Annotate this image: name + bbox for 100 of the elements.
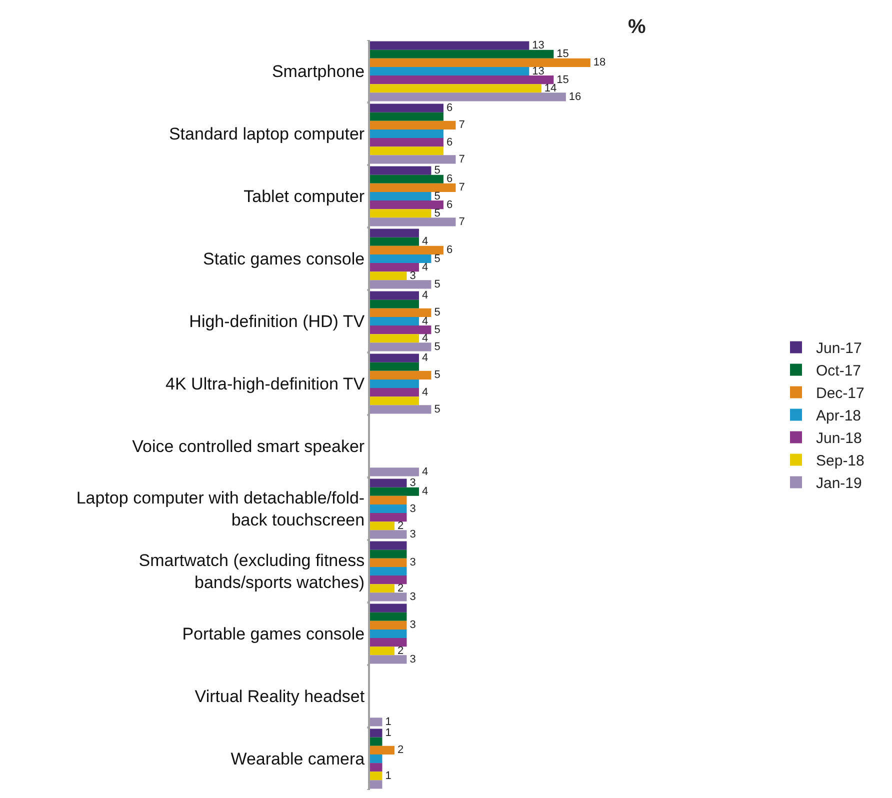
data-label: 16 <box>568 90 582 103</box>
bar <box>370 326 432 334</box>
bar <box>370 718 382 726</box>
bar <box>370 763 382 772</box>
data-label: 3 <box>410 502 416 515</box>
data-label: 4 <box>422 332 428 344</box>
bar <box>370 496 407 504</box>
bar <box>370 280 432 289</box>
bar <box>370 754 382 764</box>
bar <box>370 780 382 789</box>
y-tick-label: Virtual Reality headset <box>194 687 365 706</box>
bar <box>370 76 554 84</box>
bar <box>370 104 444 112</box>
y-tick-label: Laptop computer with detachable/fold- back touchscreen <box>76 488 365 530</box>
bar <box>370 468 419 476</box>
bar <box>370 84 542 93</box>
data-label: 6 <box>446 102 453 114</box>
data-label: 4 <box>422 315 428 328</box>
bar <box>370 566 407 576</box>
y-tick-label: Voice controlled smart speaker <box>132 437 365 456</box>
data-label: 7 <box>458 216 465 228</box>
data-label: 5 <box>434 190 440 202</box>
bar <box>370 237 419 246</box>
bar <box>370 228 419 238</box>
data-label: 1 <box>385 727 392 740</box>
data-label: 15 <box>556 74 569 86</box>
data-label: 14 <box>544 82 557 94</box>
data-label: 3 <box>410 528 416 540</box>
bar <box>370 522 394 530</box>
data-label: 6 <box>446 173 453 186</box>
bar <box>370 541 407 550</box>
data-label: 1 <box>385 770 392 782</box>
data-label: 6 <box>446 244 453 256</box>
bar <box>370 308 432 317</box>
data-label: 3 <box>410 477 416 490</box>
legend-label: Dec-17 <box>816 385 864 402</box>
data-label: 5 <box>434 403 440 416</box>
y-tick-label: Smartphone <box>272 62 365 82</box>
data-label: 3 <box>410 590 416 603</box>
bar <box>370 405 432 414</box>
bar <box>370 41 530 50</box>
bar <box>370 246 444 254</box>
legend-label: Jan-19 <box>816 475 862 492</box>
bar <box>370 50 554 58</box>
data-label: 6 <box>446 198 453 211</box>
y-tick-label: 4K Ultra-high-definition TV <box>166 374 366 394</box>
data-label: 3 <box>410 270 416 282</box>
bar <box>370 592 407 602</box>
bar <box>370 146 444 156</box>
bar <box>370 612 407 621</box>
legend-label: Oct-17 <box>816 362 862 380</box>
bar <box>370 746 394 754</box>
bar <box>370 655 407 664</box>
bar <box>370 620 407 630</box>
data-label: 4 <box>422 466 428 478</box>
bar <box>370 129 444 138</box>
data-label: 13 <box>532 65 544 78</box>
data-label: 5 <box>434 340 440 353</box>
bar <box>370 584 394 593</box>
data-label: 5 <box>434 369 440 382</box>
bar <box>370 388 419 397</box>
data-label: 5 <box>434 278 440 290</box>
data-label: 5 <box>434 252 440 265</box>
bar <box>370 504 407 514</box>
data-label: 7 <box>458 119 465 132</box>
bar <box>370 254 432 264</box>
data-label: 15 <box>556 48 569 60</box>
bar <box>370 354 419 362</box>
bar <box>370 550 407 558</box>
y-tick-label: High-definition (HD) TV <box>189 312 366 332</box>
bar <box>370 66 530 76</box>
data-label: 3 <box>410 653 416 666</box>
bar <box>370 92 566 102</box>
data-label: 4 <box>422 386 428 398</box>
legend-label: Jun-18 <box>816 430 862 448</box>
data-label: 4 <box>422 486 428 498</box>
bar <box>370 396 419 406</box>
bar <box>370 604 407 612</box>
legend-label: Apr-18 <box>816 408 862 425</box>
bar <box>370 120 456 130</box>
bar <box>370 218 456 226</box>
bar <box>370 379 419 388</box>
bar <box>370 263 419 272</box>
data-label: 5 <box>434 306 440 319</box>
bar <box>370 174 444 184</box>
bar <box>370 183 456 192</box>
y-tick-label: Portable games console <box>182 624 365 644</box>
data-label: 2 <box>397 744 404 756</box>
bar <box>370 530 407 539</box>
data-label: 7 <box>458 182 465 194</box>
bar <box>370 200 444 210</box>
bar <box>370 772 382 780</box>
data-label: 4 <box>422 261 428 274</box>
bar <box>370 316 419 326</box>
bar <box>370 558 407 567</box>
legend-label: Sep-18 <box>816 452 864 470</box>
bar <box>370 737 382 746</box>
bar <box>370 487 419 496</box>
y-tick-label: Standard laptop computer <box>168 124 365 144</box>
bar <box>370 166 432 175</box>
